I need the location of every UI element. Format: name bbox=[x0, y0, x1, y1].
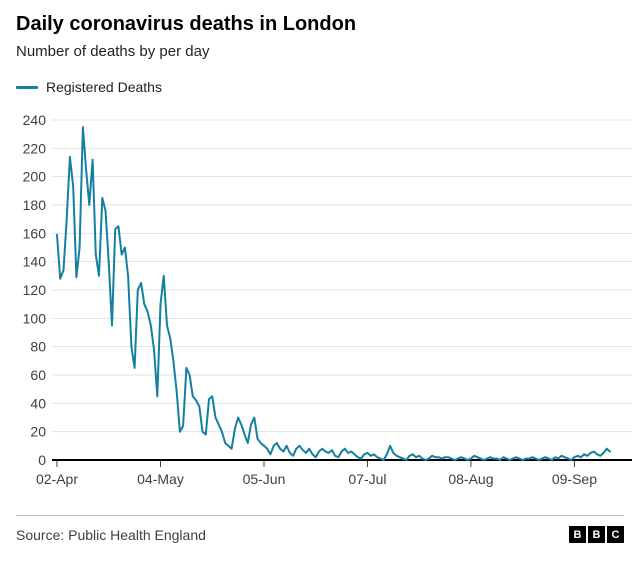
y-tick-label: 140 bbox=[23, 254, 47, 270]
x-tick-label: 04-May bbox=[137, 471, 184, 487]
y-tick-label: 100 bbox=[23, 310, 47, 326]
y-tick-label: 180 bbox=[23, 197, 47, 213]
y-tick-label: 20 bbox=[30, 424, 46, 440]
y-tick-label: 200 bbox=[23, 169, 47, 185]
chart-title: Daily coronavirus deaths in London bbox=[16, 13, 357, 35]
x-tick-label: 08-Aug bbox=[448, 471, 493, 487]
y-tick-label: 40 bbox=[30, 395, 46, 411]
footer: Source: Public Health England B B C bbox=[16, 515, 624, 543]
chart: 0 20 40 60 80 100 120 140 160 180 200 220 240 02-Apr 0… bbox=[0, 100, 640, 497]
y-tick-label: 0 bbox=[38, 452, 46, 468]
legend-label: Registered Deaths bbox=[46, 79, 162, 95]
legend-line-swatch bbox=[16, 85, 38, 89]
y-tick-label: 160 bbox=[23, 225, 47, 241]
line-chart-svg: 0 20 40 60 80 100 120 140 160 180 200 220 240 02-Apr 0… bbox=[23, 112, 632, 487]
legend: Registered Deaths bbox=[16, 78, 624, 96]
bbc-logo: B B C bbox=[569, 526, 624, 543]
bbc-logo-block-b1: B bbox=[569, 526, 586, 543]
bbc-logo-block-b2: B bbox=[588, 526, 605, 543]
y-tick-label: 80 bbox=[30, 339, 46, 355]
y-tick-label: 240 bbox=[23, 112, 47, 128]
x-tick-label: 07-Jul bbox=[348, 471, 386, 487]
source-text: Source: Public Health England bbox=[16, 526, 206, 543]
y-tick-label: 220 bbox=[23, 140, 47, 156]
series-line bbox=[56, 126, 611, 461]
y-tick-label: 60 bbox=[30, 367, 46, 383]
x-tick-label: 09-Sep bbox=[552, 471, 597, 487]
y-tick-label: 120 bbox=[23, 282, 47, 298]
bbc-logo-block-c: C bbox=[607, 526, 624, 543]
chart-subtitle: Number of deaths by per day bbox=[16, 43, 210, 60]
x-tick-label: 02-Apr bbox=[36, 471, 78, 487]
x-tick-label: 05-Jun bbox=[243, 471, 286, 487]
